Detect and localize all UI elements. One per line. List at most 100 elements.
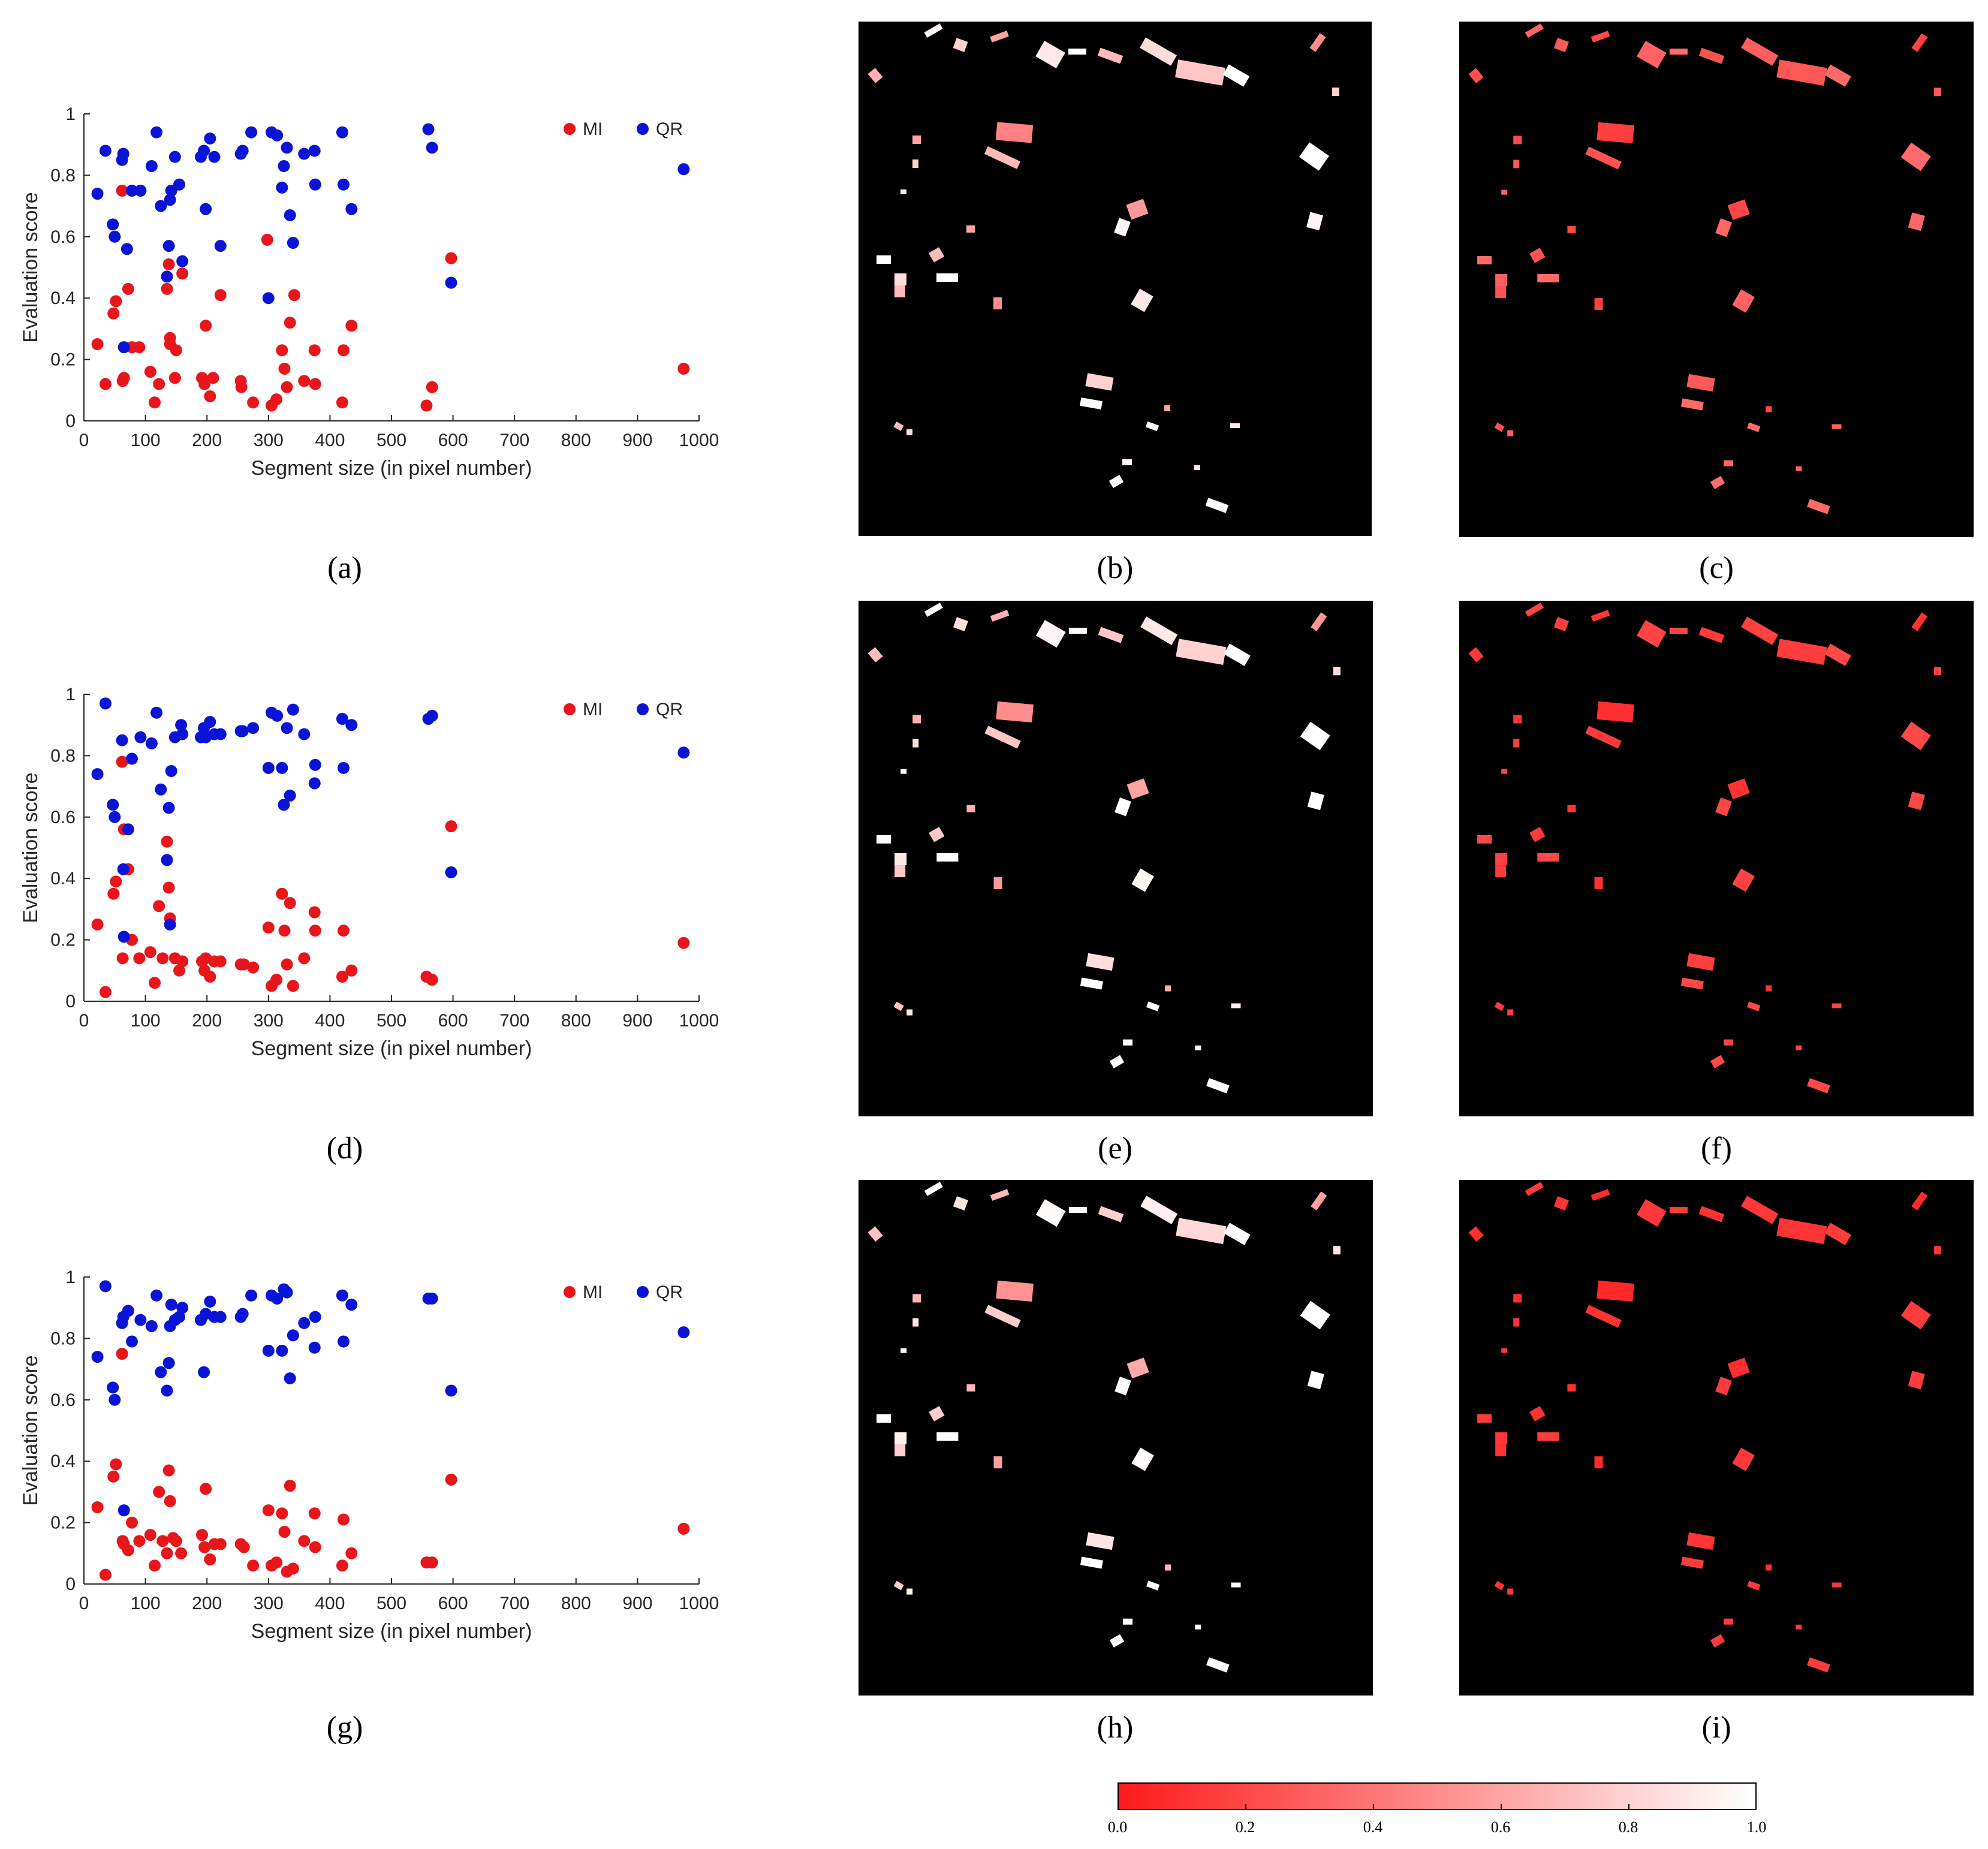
x-tick-label: 100 [131,1011,161,1031]
segment-parcel [1724,1618,1734,1625]
segment-parcel [953,617,968,631]
segment-parcel [1494,1001,1505,1011]
data-point-qr [271,709,284,722]
data-point-mi [161,835,173,848]
series-mi [91,185,690,412]
segment-parcel [1824,1222,1851,1245]
data-point-qr [236,1308,249,1320]
data-point-mi [247,961,260,974]
segment-parcel [928,247,945,263]
segment-parcel [1513,1318,1520,1327]
segment-parcel [1669,628,1688,634]
segment-parcel [1115,797,1131,817]
data-point-mi [176,267,189,280]
x-tick-label: 600 [438,1011,468,1031]
segment-parcel [1680,977,1704,990]
data-point-qr [236,144,249,157]
segment-parcel [1585,1305,1622,1328]
segment-parcel [1832,1582,1842,1588]
data-point-qr [122,823,134,836]
x-tick-label: 800 [561,1011,591,1031]
segment-parcel [1068,628,1087,634]
segment-parcel [893,1001,904,1011]
x-tick-label: 700 [499,1594,529,1613]
data-point-qr [308,1341,321,1354]
segment-parcel [1501,769,1508,774]
panel-label-e: (e) [1098,1131,1132,1166]
legend-label: QR [656,119,683,139]
data-point-mi [162,1464,175,1477]
data-point-mi [162,258,175,270]
data-point-mi [284,1480,296,1492]
segment-parcel [1309,33,1326,52]
x-tick-label: 600 [438,1594,468,1613]
data-point-mi [336,971,348,983]
segment-parcel [1636,41,1667,69]
legend: MI QR [564,119,683,139]
segment-parcel [1727,778,1750,800]
segment-parcel [1525,603,1544,617]
data-point-qr [309,758,321,771]
x-tick-label: 300 [254,1011,284,1031]
segment-parcel [1636,620,1667,648]
segment-parcel [1680,1556,1704,1569]
data-point-mi [262,922,275,934]
x-tick-label: 1000 [679,1011,719,1031]
segment-parcel [912,159,918,168]
data-point-mi [426,1556,438,1569]
y-tick-label: 0.2 [50,1513,76,1533]
segment-parcel [1146,1580,1160,1591]
x-tick-label: 500 [376,1011,406,1031]
segment-parcel [1724,460,1734,466]
segment-parcel [1501,1348,1508,1353]
legend-marker [564,1286,576,1298]
segment-parcel [1513,1294,1522,1303]
segment-parcel [1766,1564,1772,1571]
data-point-mi [308,344,321,357]
segment-parcel [1306,212,1323,231]
segment-parcel [1507,1588,1514,1595]
segment-parcel [1766,985,1772,992]
data-point-mi [276,344,288,357]
colorbar-tick-label: 0.6 [1490,1818,1511,1836]
segment-parcel [1686,1532,1715,1550]
x-tick-label: 600 [438,430,468,450]
segment-parcel [1495,865,1507,878]
data-point-qr [445,866,457,878]
segment-parcel [993,297,1002,309]
segment-parcel [1477,255,1492,264]
segment-parcel [1194,465,1200,470]
data-point-qr [422,123,435,135]
data-point-qr [118,341,130,354]
data-point-mi [445,1473,457,1486]
segment-parcel [1911,33,1928,52]
segment-parcel [1513,715,1522,724]
data-point-qr [107,799,119,811]
segment-parcel [1796,1624,1802,1630]
data-point-qr [204,716,216,728]
data-point-qr [109,1393,121,1406]
segment-parcel [1494,422,1505,432]
data-point-mi [156,952,169,965]
segment-parcel [906,429,912,435]
data-point-mi [270,393,283,406]
data-point-qr [271,129,284,141]
data-point-mi [284,897,296,910]
segment-parcel [1231,1582,1241,1588]
data-point-qr [308,144,321,157]
segment-parcel [868,1226,883,1242]
data-point-mi [261,233,273,246]
segment-parcel [1537,1432,1559,1441]
data-point-mi [99,986,112,998]
data-point-qr [161,854,173,866]
segment-parcel [1123,1039,1133,1046]
segment-parcel [1585,725,1622,749]
segment-parcel [1080,397,1103,410]
x-tick-label: 200 [192,1594,222,1613]
segment-parcel [1567,225,1576,233]
segment-parcel [1123,1618,1133,1625]
segment-parcel [1698,627,1725,643]
data-point-mi [309,378,321,390]
data-point-qr [337,761,350,774]
segment-parcel [1933,1246,1941,1255]
